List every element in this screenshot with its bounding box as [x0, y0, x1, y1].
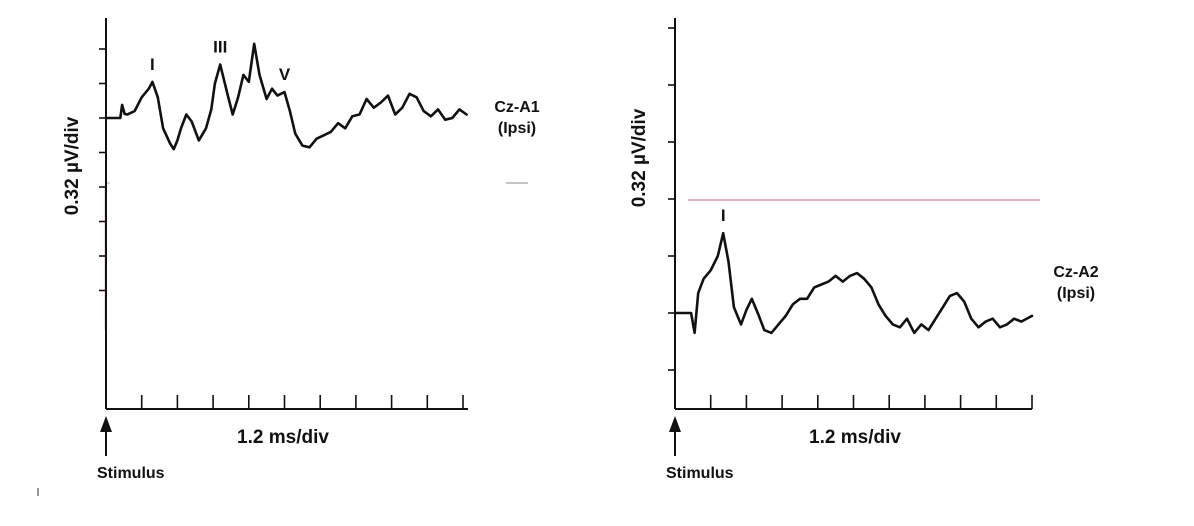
waveform-line: [104, 42, 468, 151]
x-axis-label: 1.2 ms/div: [809, 427, 901, 448]
peak-label: V: [279, 65, 291, 84]
stimulus-arrow-icon: [100, 416, 112, 456]
y-ticks: [99, 48, 106, 292]
peak-label: III: [213, 38, 227, 57]
stimulus-label: Stimulus: [97, 465, 165, 482]
x-axis-label: 1.2 ms/div: [237, 427, 329, 448]
y-ticks: [668, 27, 675, 371]
y-axis-label: 0.32 µV/div: [62, 116, 83, 215]
channel-sublabel: (Ipsi): [1057, 285, 1095, 302]
x-ticks: [709, 395, 1033, 409]
y-axis-label: 0.32 µV/div: [629, 108, 650, 207]
peak-label: I: [721, 206, 726, 225]
chart-panel-cz-a2: I 0.32 µV/div 1.2 ms/div Cz-A2 (Ipsi) St…: [629, 18, 1099, 482]
stimulus-arrow-icon: [669, 416, 681, 456]
peak-label: I: [150, 55, 155, 74]
peak-labels: I: [721, 206, 726, 225]
waveform-line: [673, 231, 1034, 335]
stimulus-label: Stimulus: [666, 465, 734, 482]
channel-label: Cz-A2: [1053, 264, 1098, 281]
x-ticks: [140, 395, 464, 409]
channel-sublabel: (Ipsi): [498, 120, 536, 137]
channel-label: Cz-A1: [494, 99, 539, 116]
